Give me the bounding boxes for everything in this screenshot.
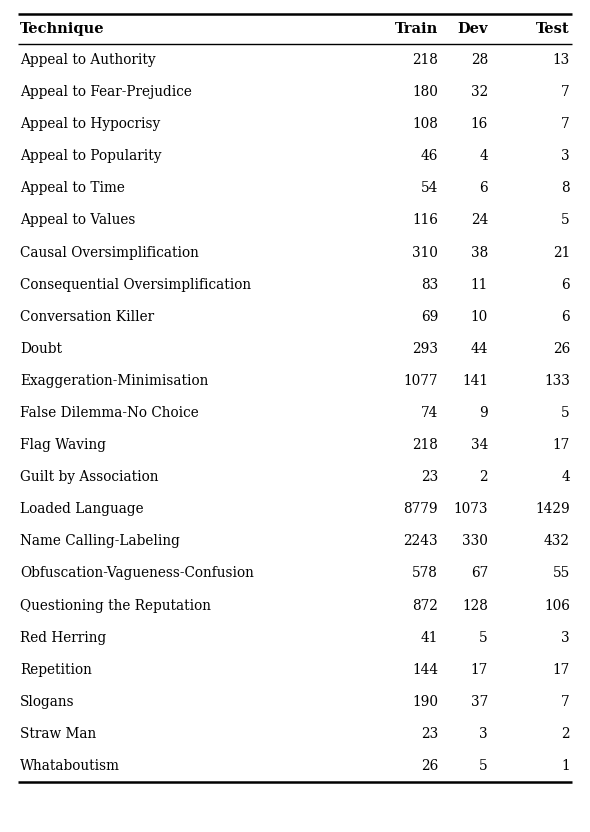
Text: 2243: 2243 — [404, 534, 438, 548]
Text: 10: 10 — [471, 310, 488, 324]
Text: 116: 116 — [412, 214, 438, 227]
Text: 872: 872 — [412, 598, 438, 612]
Text: Repetition: Repetition — [20, 663, 92, 676]
Text: 293: 293 — [412, 342, 438, 356]
Text: 26: 26 — [553, 342, 570, 356]
Text: Questioning the Reputation: Questioning the Reputation — [20, 598, 211, 612]
Text: 32: 32 — [471, 85, 488, 99]
Text: 41: 41 — [421, 631, 438, 645]
Text: Train: Train — [395, 22, 438, 36]
Text: 17: 17 — [553, 663, 570, 676]
Text: 9: 9 — [479, 406, 488, 420]
Text: 141: 141 — [462, 374, 488, 388]
Text: Straw Man: Straw Man — [20, 727, 96, 740]
Text: 218: 218 — [412, 438, 438, 452]
Text: 7: 7 — [561, 695, 570, 709]
Text: Doubt: Doubt — [20, 342, 62, 356]
Text: Guilt by Association: Guilt by Association — [20, 470, 159, 484]
Text: Appeal to Time: Appeal to Time — [20, 181, 125, 196]
Text: 1: 1 — [561, 759, 570, 773]
Text: 44: 44 — [470, 342, 488, 356]
Text: 133: 133 — [544, 374, 570, 388]
Text: 2: 2 — [561, 727, 570, 740]
Text: Name Calling-Labeling: Name Calling-Labeling — [20, 534, 180, 548]
Text: 37: 37 — [471, 695, 488, 709]
Text: 23: 23 — [421, 470, 438, 484]
Text: Obfuscation-Vagueness-Confusion: Obfuscation-Vagueness-Confusion — [20, 567, 254, 581]
Text: 16: 16 — [471, 117, 488, 131]
Text: 330: 330 — [462, 534, 488, 548]
Text: 180: 180 — [412, 85, 438, 99]
Text: 7: 7 — [561, 117, 570, 131]
Text: 8779: 8779 — [404, 503, 438, 517]
Text: 17: 17 — [553, 438, 570, 452]
Text: Consequential Oversimplification: Consequential Oversimplification — [20, 278, 251, 292]
Text: Causal Oversimplification: Causal Oversimplification — [20, 245, 199, 260]
Text: 13: 13 — [553, 53, 570, 67]
Text: Exaggeration-Minimisation: Exaggeration-Minimisation — [20, 374, 208, 388]
Text: 5: 5 — [479, 631, 488, 645]
Text: 3: 3 — [561, 149, 570, 163]
Text: 24: 24 — [471, 214, 488, 227]
Text: 8: 8 — [561, 181, 570, 196]
Text: 3: 3 — [561, 631, 570, 645]
Text: 28: 28 — [471, 53, 488, 67]
Text: Whataboutism: Whataboutism — [20, 759, 120, 773]
Text: 4: 4 — [561, 470, 570, 484]
Text: Loaded Language: Loaded Language — [20, 503, 143, 517]
Text: 1429: 1429 — [535, 503, 570, 517]
Text: 108: 108 — [412, 117, 438, 131]
Text: 2: 2 — [479, 470, 488, 484]
Text: 3: 3 — [479, 727, 488, 740]
Text: Appeal to Authority: Appeal to Authority — [20, 53, 156, 67]
Text: 218: 218 — [412, 53, 438, 67]
Text: 34: 34 — [471, 438, 488, 452]
Text: 55: 55 — [553, 567, 570, 581]
Text: 432: 432 — [544, 534, 570, 548]
Text: 26: 26 — [421, 759, 438, 773]
Text: 7: 7 — [561, 85, 570, 99]
Text: Appeal to Values: Appeal to Values — [20, 214, 135, 227]
Text: Technique: Technique — [20, 22, 104, 36]
Text: 54: 54 — [421, 181, 438, 196]
Text: 21: 21 — [553, 245, 570, 260]
Text: 23: 23 — [421, 727, 438, 740]
Text: 310: 310 — [412, 245, 438, 260]
Text: 190: 190 — [412, 695, 438, 709]
Text: 6: 6 — [479, 181, 488, 196]
Text: 128: 128 — [462, 598, 488, 612]
Text: 5: 5 — [561, 214, 570, 227]
Text: Slogans: Slogans — [20, 695, 74, 709]
Text: False Dilemma-No Choice: False Dilemma-No Choice — [20, 406, 199, 420]
Text: 6: 6 — [561, 310, 570, 324]
Text: 106: 106 — [544, 598, 570, 612]
Text: 38: 38 — [471, 245, 488, 260]
Text: 69: 69 — [421, 310, 438, 324]
Text: 17: 17 — [471, 663, 488, 676]
Text: Appeal to Popularity: Appeal to Popularity — [20, 149, 162, 163]
Text: 1077: 1077 — [404, 374, 438, 388]
Text: Appeal to Hypocrisy: Appeal to Hypocrisy — [20, 117, 160, 131]
Text: 74: 74 — [421, 406, 438, 420]
Text: 4: 4 — [479, 149, 488, 163]
Text: 5: 5 — [479, 759, 488, 773]
Text: 83: 83 — [421, 278, 438, 292]
Text: 144: 144 — [412, 663, 438, 676]
Text: Flag Waving: Flag Waving — [20, 438, 106, 452]
Text: Appeal to Fear-Prejudice: Appeal to Fear-Prejudice — [20, 85, 192, 99]
Text: Dev: Dev — [457, 22, 488, 36]
Text: 1073: 1073 — [454, 503, 488, 517]
Text: 5: 5 — [561, 406, 570, 420]
Text: 6: 6 — [561, 278, 570, 292]
Text: 578: 578 — [412, 567, 438, 581]
Text: 67: 67 — [471, 567, 488, 581]
Text: 11: 11 — [471, 278, 488, 292]
Text: Red Herring: Red Herring — [20, 631, 106, 645]
Text: Conversation Killer: Conversation Killer — [20, 310, 154, 324]
Text: Test: Test — [536, 22, 570, 36]
Text: 46: 46 — [421, 149, 438, 163]
